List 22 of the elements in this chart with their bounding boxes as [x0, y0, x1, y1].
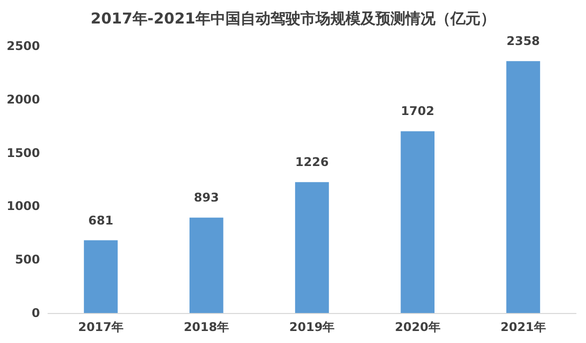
chart-title: 2017年-2021年中国自动驾驶市场规模及预测情况（亿元）	[90, 10, 496, 28]
bar	[295, 182, 329, 313]
y-tick-label: 2500	[6, 39, 40, 53]
x-tick-label: 2020年	[394, 320, 440, 334]
y-tick-label: 0	[32, 306, 40, 320]
bar	[84, 240, 118, 313]
bar	[506, 61, 540, 313]
x-tick-label: 2021年	[500, 320, 546, 334]
y-tick-label: 1000	[6, 199, 40, 214]
data-label: 2358	[506, 34, 540, 48]
y-tick-label: 2000	[6, 92, 40, 106]
data-label: 1226	[295, 155, 329, 170]
data-label: 1702	[400, 104, 434, 118]
data-label: 681	[88, 213, 114, 228]
y-tick-label: 1500	[6, 146, 40, 160]
x-tick-label: 2018年	[184, 320, 230, 334]
y-tick-label: 500	[14, 252, 40, 267]
data-label: 893	[194, 190, 219, 205]
x-tick-label: 2019年	[289, 320, 335, 334]
bar	[190, 218, 224, 313]
bar	[400, 131, 434, 313]
x-tick-label: 2017年	[78, 320, 124, 334]
